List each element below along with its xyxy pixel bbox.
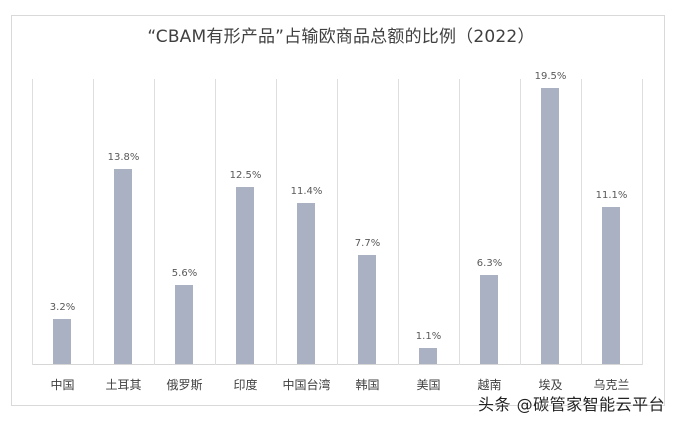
bar <box>53 319 71 364</box>
data-label: 12.5% <box>229 170 262 181</box>
category-label: 中国台湾 <box>282 378 331 392</box>
gridline <box>642 79 643 365</box>
gridline <box>32 79 33 365</box>
category-label: 土耳其 <box>105 378 142 392</box>
bar <box>419 348 437 364</box>
bar <box>297 203 315 364</box>
bar <box>175 285 193 364</box>
chart-title: “CBAM有形产品”占输欧商品总额的比例（2022） <box>147 27 535 47</box>
watermark: 头条 @碳管家智能云平台 <box>478 395 666 414</box>
bar <box>602 207 620 364</box>
bar <box>480 275 498 364</box>
data-label: 5.6% <box>171 268 198 279</box>
data-label: 6.3% <box>476 258 503 269</box>
gridline <box>276 79 277 365</box>
plot-area: 3.2% 13.8% 5.6% 12.5% 11.4% 7.7% 1.1% 6.3% 19.5%… <box>32 71 643 365</box>
bar <box>541 88 559 364</box>
bar <box>114 169 132 364</box>
category-label: 美国 <box>416 378 441 392</box>
data-label: 3.2% <box>49 302 76 313</box>
category-label: 韩国 <box>355 378 380 392</box>
gridline <box>459 79 460 365</box>
gridline <box>398 79 399 365</box>
bar <box>236 187 254 364</box>
data-label: 11.4% <box>290 186 323 197</box>
category-label: 乌克兰 <box>593 378 630 392</box>
gridline <box>581 79 582 365</box>
gridline <box>520 79 521 365</box>
gridline <box>154 79 155 365</box>
category-label: 埃及 <box>538 378 563 392</box>
data-label: 1.1% <box>415 331 442 342</box>
data-label: 13.8% <box>107 152 140 163</box>
category-label: 越南 <box>477 378 502 392</box>
gridline <box>93 79 94 365</box>
data-label: 19.5% <box>534 71 567 82</box>
gridline <box>215 79 216 365</box>
category-label: 中国 <box>50 378 75 392</box>
gridline <box>337 79 338 365</box>
bar <box>358 255 376 364</box>
category-label: 印度 <box>233 378 258 392</box>
category-label: 俄罗斯 <box>166 378 203 392</box>
data-label: 7.7% <box>354 238 381 249</box>
data-label: 11.1% <box>595 190 628 201</box>
